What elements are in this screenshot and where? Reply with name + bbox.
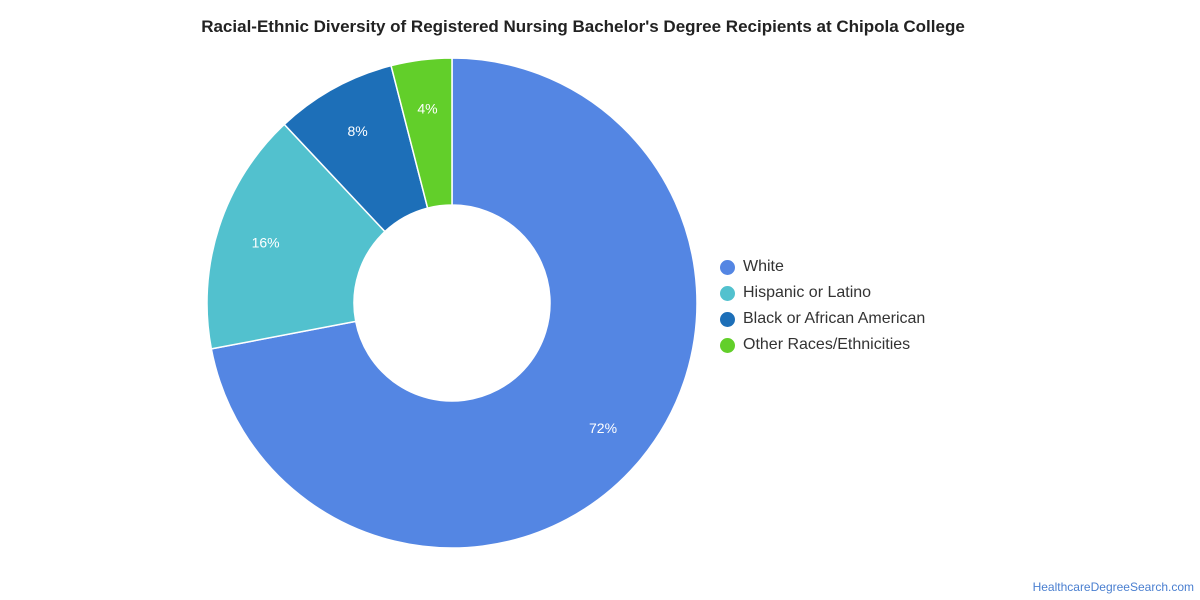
slice-other-races-ethnicities[interactable] [390, 57, 453, 209]
slice-hispanic-or-latino[interactable] [206, 123, 386, 350]
legend-swatch [720, 337, 735, 353]
legend-label: White [743, 258, 784, 275]
legend-label: Other Races/Ethnicities [743, 336, 911, 353]
legend-item[interactable]: Black or African American [720, 306, 925, 332]
legend-swatch [720, 259, 735, 275]
legend-item[interactable]: Other Races/Ethnicities [720, 332, 925, 358]
legend-swatch [720, 311, 735, 327]
legend: White Hispanic or Latino Black or African … [720, 254, 925, 358]
data-label: 72% [589, 420, 617, 436]
legend-swatch [720, 285, 735, 301]
legend-item[interactable]: White [720, 254, 925, 280]
slice-white[interactable] [210, 57, 698, 549]
legend-label: Black or African American [743, 310, 926, 327]
source-link[interactable]: HealthcareDegreeSearch.com [1032, 580, 1194, 594]
legend-label: Hispanic or Latino [743, 284, 872, 301]
data-label: 8% [347, 123, 367, 139]
data-label: 4% [417, 101, 437, 117]
chart-title: Racial-Ethnic Diversity of Registered Nu… [201, 17, 965, 36]
data-label: 16% [252, 234, 280, 250]
legend-item[interactable]: Hispanic or Latino [720, 280, 925, 306]
